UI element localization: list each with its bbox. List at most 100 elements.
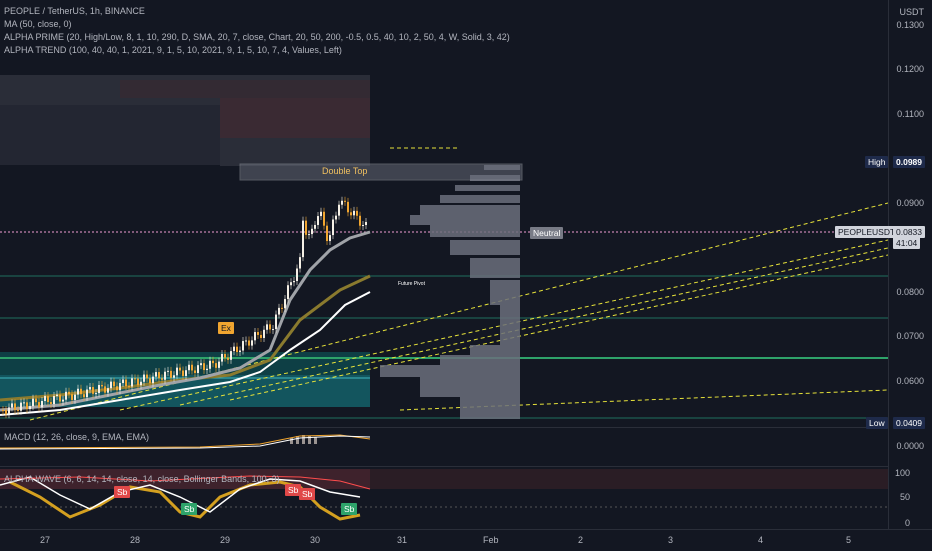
candle-body — [329, 235, 331, 242]
candle-body — [317, 216, 319, 225]
last-price: 0.0833 — [893, 226, 925, 238]
candle-body — [44, 396, 46, 402]
main-chart[interactable] — [0, 0, 888, 529]
alpha-wave-pane[interactable] — [0, 467, 888, 529]
candle-body — [278, 307, 280, 315]
candle-body — [2, 410, 4, 411]
time-axis[interactable] — [0, 529, 932, 551]
pane-separator-macd[interactable] — [0, 427, 888, 428]
wave-badge-5: Sb — [341, 503, 358, 515]
candle-body — [248, 340, 250, 346]
candle-body — [263, 329, 265, 338]
candle-body — [167, 370, 169, 372]
candle-body — [239, 350, 241, 353]
alpha-prime-legend[interactable]: ALPHA PRIME (20, High/Low, 8, 1, 10, 290… — [4, 32, 510, 42]
time-label-2: 2 — [578, 535, 584, 545]
candle-body — [125, 379, 127, 387]
candle-body — [242, 341, 244, 351]
candle-body — [266, 324, 268, 330]
candle-body — [158, 372, 160, 379]
candle-body — [269, 324, 271, 330]
macd-legend[interactable]: MACD (12, 26, close, 9, EMA, EMA) — [4, 432, 150, 442]
macd-pane[interactable] — [0, 428, 888, 466]
symbol-tag: PEOPLEUSDT — [835, 226, 899, 238]
candle-body — [344, 200, 346, 202]
candle-body — [197, 365, 199, 373]
candle-body — [320, 211, 322, 217]
candle-body — [68, 391, 70, 395]
candle-body — [359, 215, 361, 226]
candle-body — [284, 299, 286, 309]
candle-body — [113, 381, 115, 387]
pane-separator-wave[interactable] — [0, 466, 888, 467]
candle-body — [308, 234, 310, 236]
candle-body — [176, 367, 178, 376]
candle-body — [179, 367, 181, 371]
candle-body — [17, 409, 19, 411]
candle-body — [341, 200, 343, 205]
candle-body — [8, 407, 10, 415]
candle-body — [227, 357, 229, 360]
candle-body — [32, 398, 34, 407]
candle-body — [287, 285, 289, 300]
alpha-wave-legend[interactable]: ALPHA WAVE (6, 6, 14, 14, close, 14, clo… — [4, 474, 280, 484]
wave-tick-50: 50 — [899, 492, 910, 502]
candle-body — [299, 257, 301, 269]
alpha-trend-legend[interactable]: ALPHA TREND (100, 40, 40, 1, 2021, 9, 1,… — [4, 45, 342, 55]
time-label-27: 27 — [40, 535, 51, 545]
candle-body — [35, 398, 37, 403]
symbol-legend[interactable]: PEOPLE / TetherUS, 1h, BINANCE — [4, 6, 145, 16]
wave-badge-4: Sb — [181, 503, 198, 515]
low-value: 0.0409 — [893, 417, 925, 429]
time-label-feb: Feb — [483, 535, 499, 545]
candle-body — [350, 212, 352, 216]
candle-body — [149, 378, 151, 384]
tick-6: 0.0600 — [896, 376, 924, 386]
candle-body — [104, 386, 106, 393]
candle-body — [206, 368, 208, 371]
low-label: Low — [866, 417, 888, 429]
double-top-label: Double Top — [322, 166, 368, 176]
candle-body — [20, 402, 22, 411]
candle-body — [74, 394, 76, 400]
candle-body — [56, 394, 58, 397]
candle-body — [143, 374, 145, 382]
candle-body — [11, 403, 13, 408]
wave-badge-2: Sb — [285, 484, 302, 496]
candle-body — [254, 332, 256, 341]
candle-body — [218, 361, 220, 368]
candle-body — [83, 394, 85, 398]
candle-body — [59, 394, 61, 402]
countdown: 41:04 — [893, 237, 921, 249]
candle-body — [173, 375, 175, 378]
time-label-5: 5 — [846, 535, 852, 545]
neutral-badge: Neutral — [530, 227, 564, 239]
candle-body — [191, 364, 193, 371]
candle-body — [245, 340, 247, 342]
tick-1: 0.1200 — [896, 64, 924, 74]
candle-body — [116, 386, 118, 391]
candle-body — [137, 378, 139, 386]
candle-body — [110, 381, 112, 389]
candle-body — [194, 370, 196, 373]
candle-body — [164, 371, 166, 380]
price-axis[interactable] — [888, 0, 932, 529]
candle-body — [41, 401, 43, 408]
candle-body — [323, 211, 325, 226]
candle-body — [161, 378, 163, 380]
macd-tick: 0.0000 — [896, 441, 924, 451]
candle-body — [257, 332, 259, 335]
ma-legend[interactable]: MA (50, close, 0) — [4, 19, 72, 29]
candle-body — [182, 370, 184, 376]
wave-badge-1: Sb — [114, 486, 131, 498]
candle-body — [260, 334, 262, 338]
candle-body — [272, 329, 274, 331]
wave-tick-100: 100 — [894, 468, 910, 478]
candle-body — [203, 363, 205, 371]
time-label-3: 3 — [668, 535, 674, 545]
candle-body — [188, 364, 190, 371]
candle-body — [236, 346, 238, 353]
candle-body — [47, 396, 49, 403]
time-label-31: 31 — [397, 535, 408, 545]
time-label-29: 29 — [220, 535, 231, 545]
